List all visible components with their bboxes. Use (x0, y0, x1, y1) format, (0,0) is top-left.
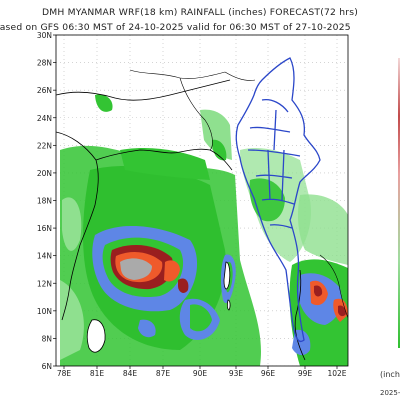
y-tick-label: 12N (37, 279, 52, 288)
x-tick-label: 78E (57, 369, 72, 378)
x-tick-label: 102E (327, 369, 346, 378)
x-tick-label: 96E (261, 369, 276, 378)
y-tick-label: 16N (37, 224, 52, 233)
myanmar-boundary (235, 57, 321, 342)
color-scale-bar (398, 58, 400, 348)
x-tick-label: 87E (156, 369, 171, 378)
y-tick-label: 28N (37, 59, 52, 68)
y-tick-label: 26N (37, 86, 52, 95)
x-tick-label: 99E (298, 369, 313, 378)
coastlines (56, 69, 348, 361)
legend-date-label: 2025- (380, 389, 400, 397)
y-tick-label: 14N (37, 252, 52, 261)
y-tick-label: 20N (37, 169, 52, 178)
y-axis-ticks: 30N 28N 26N 24N 22N 20N 18N 16N 14N 12N 10N 8N 6N (37, 31, 56, 371)
y-tick-label: 30N (37, 31, 52, 40)
y-tick-label: 6N (42, 362, 52, 371)
x-tick-label: 84E (123, 369, 138, 378)
y-tick-label: 10N (37, 307, 52, 316)
x-tick-label: 90E (193, 369, 208, 378)
rainfall-field (60, 94, 348, 366)
x-axis-ticks: 78E 81E 84E 87E 90E 93E 96E 99E 102E (57, 366, 347, 378)
legend-unit-label: (inch (380, 370, 400, 379)
x-tick-label: 81E (90, 369, 105, 378)
y-tick-label: 18N (37, 197, 52, 206)
map-title: DMH MYANMAR WRF(18 km) RAINFALL (inches)… (41, 7, 358, 18)
map-subtitle: Based on GFS 06:30 MST of 24-10-2025 val… (0, 22, 351, 33)
y-tick-label: 24N (37, 114, 52, 123)
y-tick-label: 8N (42, 334, 52, 343)
y-tick-label: 22N (37, 141, 52, 150)
x-tick-label: 93E (229, 369, 244, 378)
